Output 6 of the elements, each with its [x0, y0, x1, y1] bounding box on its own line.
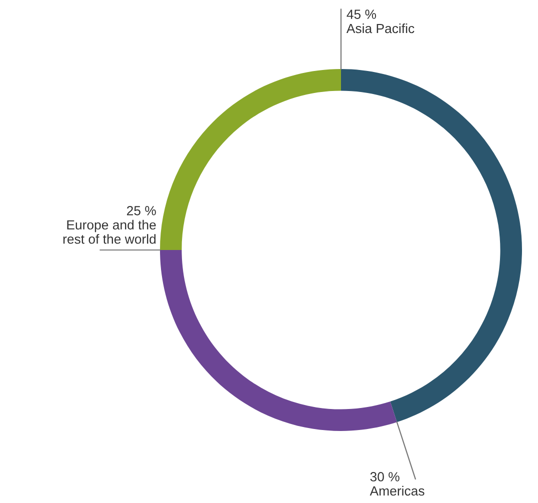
slice-label: Asia Pacific [346, 23, 414, 34]
slice-label: Americas [370, 486, 424, 496]
data-label: 45 % [346, 10, 376, 19]
slice-label: Europe and the rest of the world [63, 220, 156, 244]
data-label: 30 % [370, 472, 400, 482]
data-label: 25 % [126, 206, 156, 216]
